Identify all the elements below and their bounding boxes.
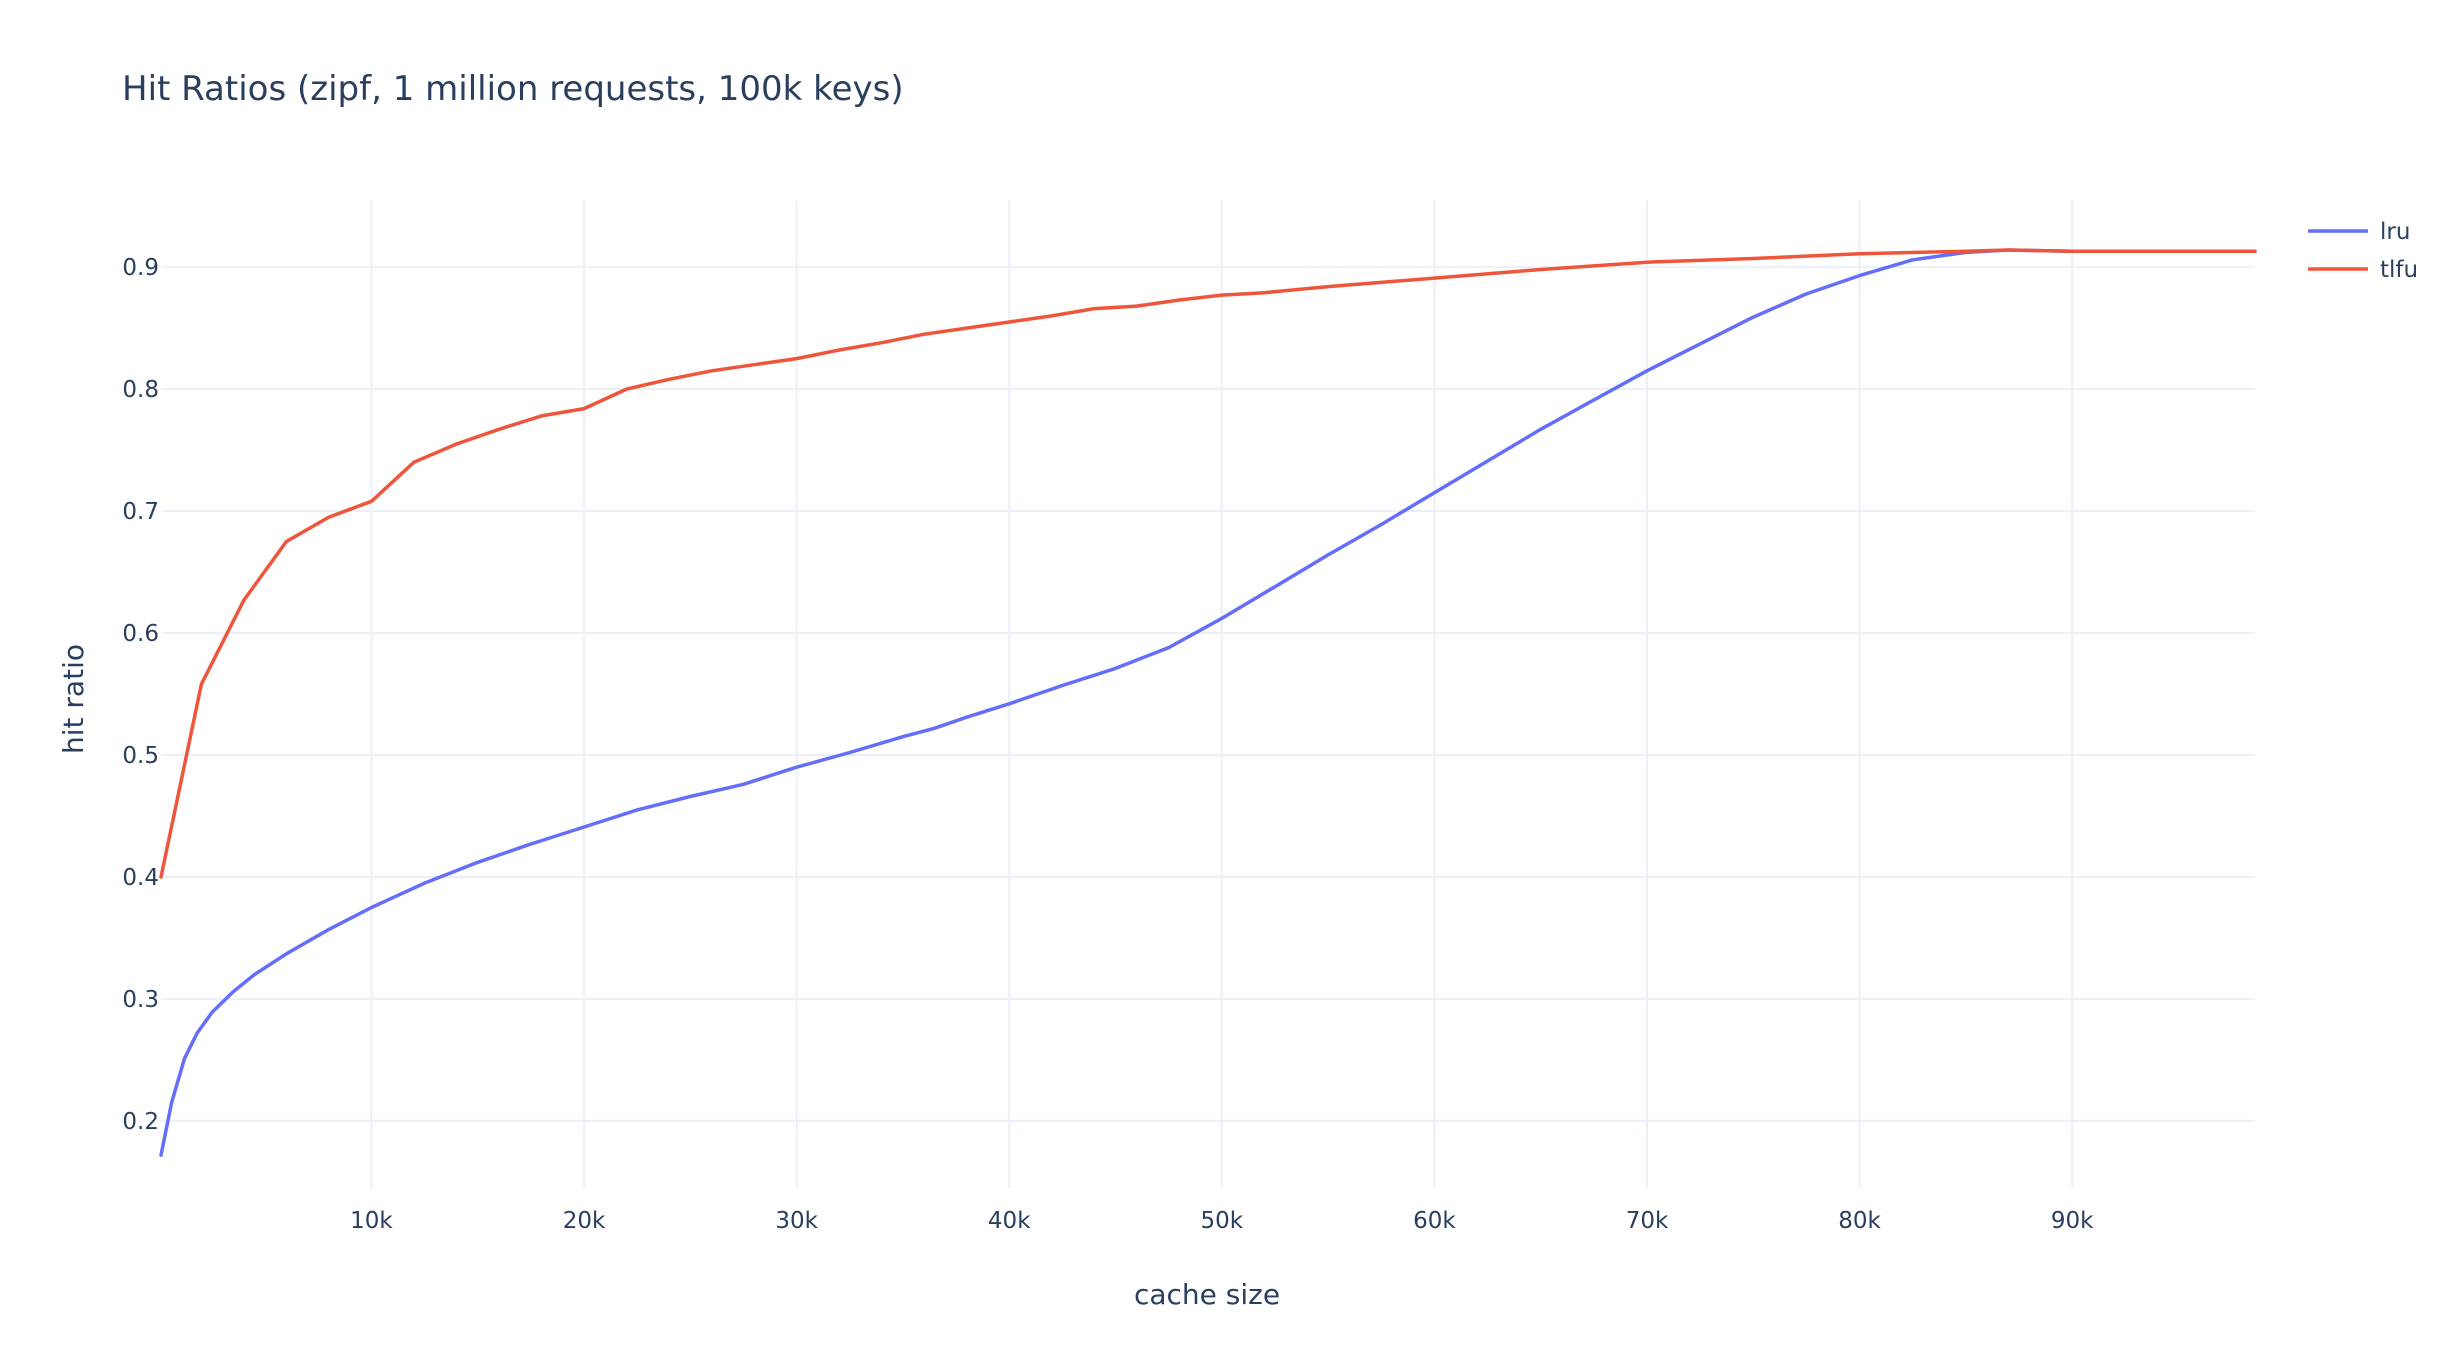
x-tick-label: 60k bbox=[1413, 1208, 1456, 1234]
series-lines bbox=[159, 248, 2257, 1157]
grid-lines bbox=[161, 200, 2255, 1188]
legend-label: tlfu bbox=[2380, 257, 2418, 283]
series-line-lru bbox=[159, 248, 2257, 1157]
legend-label: lru bbox=[2380, 219, 2410, 245]
series-line-tlfu bbox=[159, 248, 2257, 879]
y-tick-label: 0.8 bbox=[122, 377, 159, 403]
y-tick-label: 0.6 bbox=[122, 621, 159, 647]
y-tick-label: 0.2 bbox=[122, 1109, 159, 1135]
legend-item-tlfu[interactable]: tlfu bbox=[2308, 257, 2418, 283]
legend-item-lru[interactable]: lru bbox=[2308, 219, 2410, 245]
legend[interactable]: lru tlfu bbox=[2308, 219, 2418, 283]
y-tick-label: 0.4 bbox=[122, 865, 159, 891]
y-axis-title: hit ratio bbox=[57, 644, 90, 754]
x-tick-label: 90k bbox=[2051, 1208, 2094, 1234]
y-axis-ticks: 0.2 0.3 0.4 0.5 0.6 0.7 0.8 0.9 bbox=[122, 255, 159, 1135]
x-tick-label: 50k bbox=[1201, 1208, 1244, 1234]
x-tick-label: 10k bbox=[350, 1208, 393, 1234]
x-axis-title: cache size bbox=[1134, 1278, 1280, 1311]
y-tick-label: 0.7 bbox=[122, 499, 159, 525]
x-tick-label: 80k bbox=[1838, 1208, 1881, 1234]
x-tick-label: 40k bbox=[988, 1208, 1031, 1234]
x-tick-label: 30k bbox=[775, 1208, 818, 1234]
y-tick-label: 0.5 bbox=[122, 743, 159, 769]
y-tick-label: 0.3 bbox=[122, 987, 159, 1013]
x-tick-label: 20k bbox=[563, 1208, 606, 1234]
x-tick-label: 70k bbox=[1626, 1208, 1669, 1234]
y-tick-label: 0.9 bbox=[122, 255, 159, 281]
chart-title: Hit Ratios (zipf, 1 million requests, 10… bbox=[122, 69, 904, 109]
x-axis-ticks: 10k 20k 30k 40k 50k 60k 70k 80k 90k bbox=[350, 1208, 2094, 1234]
